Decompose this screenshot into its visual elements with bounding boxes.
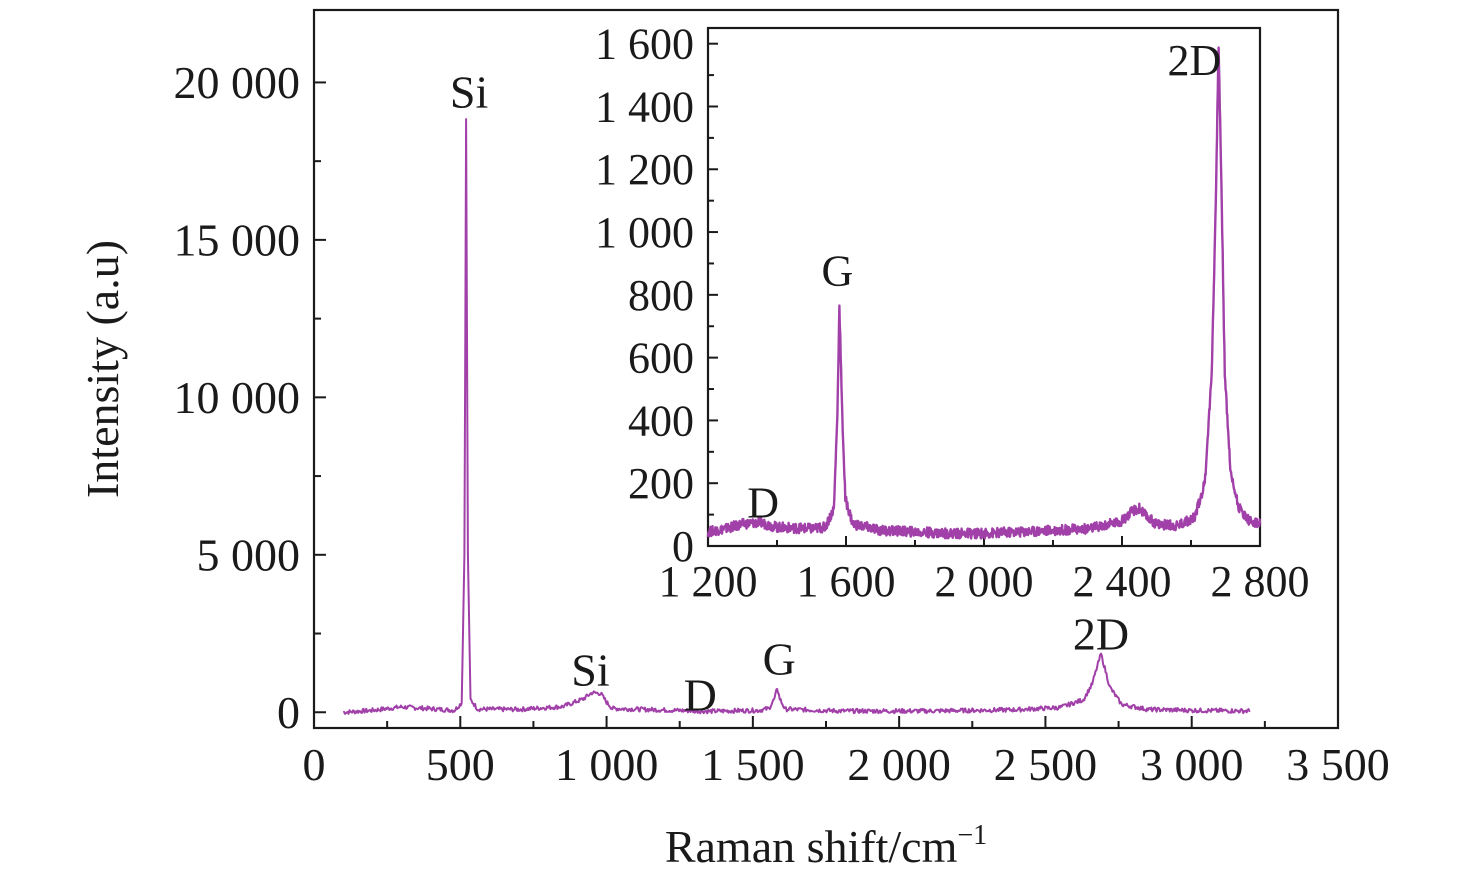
main-x-tick-label: 1 500 (701, 739, 805, 790)
inset-y-tick-label: 1 000 (595, 208, 694, 257)
x-axis-label-text: Raman shift/cm (665, 821, 958, 872)
main-peak-label: Si (450, 67, 488, 118)
main-series-layer (342, 118, 1251, 715)
main-peak-label: D (684, 670, 717, 721)
inset-y-tick-label: 1 200 (595, 145, 694, 194)
inset-peak-annotations: D G 2D (747, 36, 1221, 528)
main-series-line (342, 118, 1251, 715)
main-peak-label: G (763, 633, 796, 684)
inset-plot: 1 200 1 600 2 000 2 400 2 800 0 200 400 600 800 1 … (595, 20, 1310, 606)
inset-peak-label: 2D (1168, 36, 1222, 85)
main-x-tick-label: 0 (303, 739, 326, 790)
inset-series-line (706, 46, 1262, 540)
main-y-tick-label: 15 000 (174, 215, 301, 266)
main-x-tick-label: 1 000 (555, 739, 659, 790)
main-peak-label: 2D (1073, 608, 1129, 659)
x-axis-label-superscript: −1 (957, 820, 987, 851)
main-y-tick-label: 5 000 (197, 529, 301, 580)
inset-x-tick-label: 1 600 (797, 557, 896, 606)
inset-y-tick-label: 1 600 (595, 20, 694, 69)
inset-x-tick-label: 2 400 (1073, 557, 1172, 606)
inset-axis-tick-labels: 1 200 1 600 2 000 2 400 2 800 0 200 400 600 800 1 … (595, 20, 1310, 606)
inset-peak-label: G (821, 246, 853, 295)
main-x-tick-label: 500 (426, 739, 495, 790)
inset-y-tick-label: 0 (672, 522, 694, 571)
inset-y-tick-label: 200 (628, 459, 694, 508)
main-y-tick-label: 0 (277, 687, 300, 738)
main-x-tick-label: 3 500 (1286, 739, 1390, 790)
inset-y-tick-label: 1 400 (595, 82, 694, 131)
inset-axis-ticks (707, 42, 1261, 547)
inset-series-layer (706, 46, 1262, 540)
inset-y-tick-label: 400 (628, 396, 694, 445)
main-y-tick-label: 20 000 (174, 57, 301, 108)
main-axis-tick-labels: 0 500 1 000 1 500 2 000 2 500 3 000 3 500 0 5 000… (174, 57, 1390, 790)
main-x-tick-label: 2 000 (847, 739, 951, 790)
x-axis-label: Raman shift/cm−1 (665, 820, 987, 872)
inset-y-tick-label: 800 (628, 271, 694, 320)
inset-x-tick-label: 1 200 (659, 557, 758, 606)
main-y-tick-label: 10 000 (174, 372, 301, 423)
inset-x-tick-label: 2 000 (935, 557, 1034, 606)
main-x-tick-label: 3 000 (1140, 739, 1244, 790)
inset-peak-label: D (747, 479, 779, 528)
main-peak-label: Si (571, 644, 609, 695)
main-x-tick-label: 2 500 (994, 739, 1098, 790)
inset-y-tick-label: 600 (628, 334, 694, 383)
main-axis-ticks (313, 81, 1339, 728)
inset-background (708, 28, 1260, 546)
y-axis-label: Intensity (a.u) (77, 240, 128, 498)
main-plot: 0 500 1 000 1 500 2 000 2 500 3 000 3 500 0 5 000… (77, 8, 1390, 872)
inset-x-tick-label: 2 800 (1211, 557, 1310, 606)
